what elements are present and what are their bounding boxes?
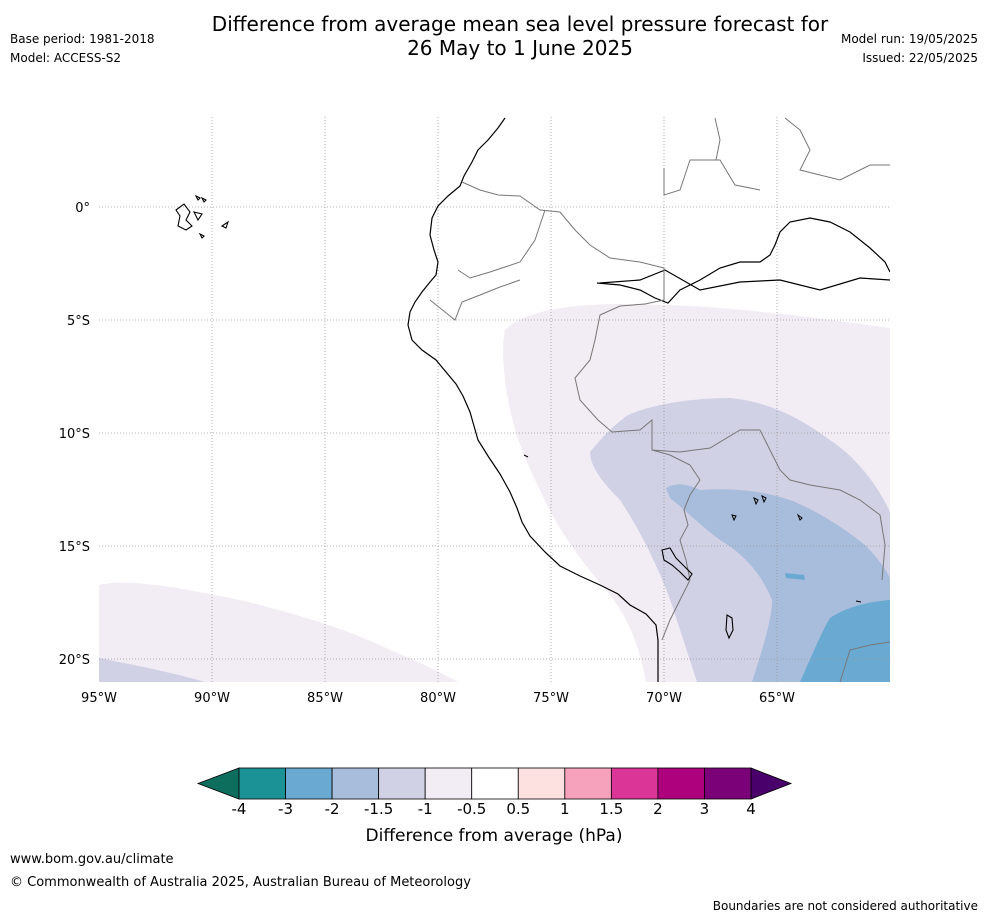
colorbar-swatch: [610, 767, 659, 800]
colorbar-extend-low: [196, 767, 240, 800]
chart-title: Difference from average mean sea level p…: [0, 12, 988, 60]
galapagos-islands: [175, 194, 230, 239]
lat-label: 10°S: [59, 427, 90, 442]
footer-url[interactable]: www.bom.gov.au/climate: [10, 852, 174, 867]
colorbar-tick-label: 0.5: [506, 800, 531, 818]
colorbar-tick-label: -1: [417, 800, 433, 818]
colorbar-tick-label: 1: [560, 800, 570, 818]
colorbar-swatch: [564, 767, 612, 800]
lat-label: 5°S: [67, 314, 90, 329]
colorbar-label: Difference from average (hPa): [365, 826, 623, 846]
lat-label: 0°: [75, 201, 90, 216]
latitude-labels: 0° 5°S 10°S 15°S 20°S: [59, 201, 90, 668]
colorbar-tick-label: 4: [746, 800, 756, 818]
colorbar-extend-high: [750, 767, 793, 800]
title-line-2: 26 May to 1 June 2025: [407, 36, 633, 60]
colorbar-swatch: [378, 767, 426, 800]
anomaly-region-minus-0-5-southwest: [99, 582, 458, 682]
lon-label: 70°W: [646, 691, 682, 706]
small-lakes: [523, 454, 862, 603]
colorbar-tick-label: 1.5: [599, 800, 624, 818]
lake-titicaca: [661, 547, 693, 581]
footer-note: Boundaries are not considered authoritat…: [712, 899, 978, 913]
anomaly-region-minus-1-southwest: [99, 658, 205, 682]
meta-right: Model run: 19/05/2025 Issued: 22/05/2025: [841, 32, 978, 70]
base-period-text: Base period: 1981-2018: [10, 32, 155, 46]
colorbar-swatch: [657, 767, 705, 800]
anomaly-region-minus-2: [800, 600, 890, 682]
coastline-west: [407, 117, 659, 682]
colorbar-swatch: [517, 767, 566, 800]
country-borders: [429, 117, 890, 682]
map-plot-area: [99, 117, 890, 682]
gridlines: [99, 117, 890, 682]
colorbar-swatch: [285, 767, 333, 800]
meta-left: Base period: 1981-2018 Model: ACCESS-S2: [10, 32, 155, 70]
colorbar-swatch: [704, 767, 752, 800]
coastline-amazon: [596, 217, 890, 304]
colorbar-swatch: [471, 767, 519, 800]
colorbar-tick-label: 3: [699, 800, 710, 818]
colorbar-swatch: [238, 767, 286, 800]
anomaly-region-minus-2-spot: [785, 573, 805, 580]
lon-label: 95°W: [81, 691, 117, 706]
issued-text: Issued: 22/05/2025: [862, 51, 978, 65]
colorbar-swatch: [424, 767, 473, 800]
model-run-text: Model run: 19/05/2025: [840, 32, 978, 46]
title-line-1: Difference from average mean sea level p…: [211, 12, 829, 36]
colorbar-tick-label: -3: [278, 800, 294, 818]
lat-label: 15°S: [59, 540, 90, 555]
colorbar-tick-label: -2: [324, 800, 340, 818]
lat-label: 20°S: [59, 653, 90, 668]
longitude-labels: 95°W 90°W 85°W 80°W 75°W 70°W 65°W: [81, 691, 795, 706]
model-text: Model: ACCESS-S2: [10, 51, 122, 65]
colorbar-tick-label: -0.5: [457, 800, 487, 818]
lon-label: 80°W: [420, 691, 456, 706]
lon-label: 90°W: [194, 691, 230, 706]
colorbar-ticks: -4 -3 -2 -1.5 -1 -0.5 0.5 1 1.5 2 3 4: [0, 800, 988, 820]
lon-label: 65°W: [759, 691, 795, 706]
colorbar: [196, 767, 793, 800]
lon-label: 75°W: [533, 691, 569, 706]
colorbar-tick-label: 2: [653, 800, 663, 818]
lake-poopo: [725, 614, 734, 640]
lon-label: 85°W: [307, 691, 343, 706]
colorbar-tick-label: -4: [231, 800, 247, 818]
footer-copyright: © Commonwealth of Australia 2025, Austra…: [10, 875, 471, 890]
colorbar-tick-label: -1.5: [363, 800, 394, 818]
colorbar-swatch: [331, 767, 380, 800]
